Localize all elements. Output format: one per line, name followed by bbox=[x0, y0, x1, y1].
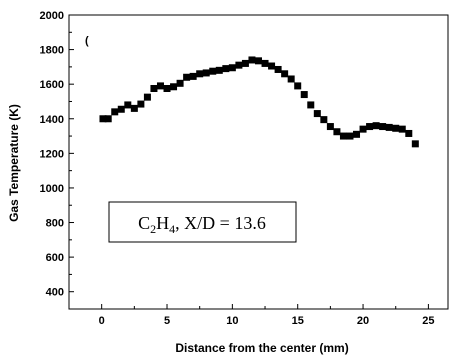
data-point bbox=[104, 115, 112, 123]
data-point bbox=[99, 115, 107, 123]
y-tick-label: 1000 bbox=[40, 183, 64, 195]
data-point bbox=[255, 57, 262, 65]
x-axis-label: Distance from the center (mm) bbox=[175, 341, 348, 355]
data-point bbox=[215, 66, 223, 74]
annotation-subscript: 4 bbox=[169, 222, 175, 236]
annotation-text: C2H4, X/D = 13.6 bbox=[138, 213, 266, 236]
y-tick-label: 1600 bbox=[40, 79, 64, 91]
panel-mark: ( bbox=[85, 35, 89, 47]
data-point bbox=[326, 123, 334, 131]
data-point bbox=[294, 82, 302, 90]
data-point bbox=[183, 73, 191, 81]
data-point bbox=[156, 82, 164, 90]
data-point bbox=[209, 67, 217, 75]
data-point bbox=[143, 93, 151, 101]
annotation-part: C bbox=[138, 213, 150, 233]
data-point bbox=[333, 128, 341, 136]
x-tick-label: 10 bbox=[226, 315, 238, 327]
data-point bbox=[307, 101, 315, 109]
y-tick-label: 1800 bbox=[40, 45, 64, 57]
data-point bbox=[124, 101, 132, 109]
data-point bbox=[163, 85, 171, 92]
annotation-subscript: 2 bbox=[150, 222, 156, 236]
data-point bbox=[392, 124, 400, 132]
data-point bbox=[170, 83, 178, 91]
data-points bbox=[99, 56, 419, 148]
data-point bbox=[366, 123, 374, 131]
data-point bbox=[241, 59, 249, 67]
data-point bbox=[261, 59, 269, 67]
data-point bbox=[248, 56, 256, 64]
y-axis-label: Gas Temperature (K) bbox=[7, 104, 21, 222]
data-point bbox=[320, 116, 328, 124]
data-point bbox=[359, 125, 367, 133]
data-point bbox=[222, 65, 230, 73]
y-tick-label: 1200 bbox=[40, 148, 64, 160]
data-point bbox=[137, 100, 145, 108]
x-tick-label: 20 bbox=[357, 315, 369, 327]
y-tick-label: 800 bbox=[46, 218, 64, 230]
data-point bbox=[235, 61, 243, 69]
annotation-part: , X/D = 13.6 bbox=[175, 213, 266, 233]
y-tick-label: 400 bbox=[46, 287, 64, 299]
data-point bbox=[287, 75, 295, 83]
annotation-box: C2H4, X/D = 13.6 bbox=[108, 201, 297, 243]
data-point bbox=[176, 79, 184, 87]
y-tick-label: 600 bbox=[46, 252, 64, 264]
data-point bbox=[281, 70, 289, 78]
data-point bbox=[398, 125, 406, 133]
y-tick-label: 1400 bbox=[40, 114, 64, 126]
data-point bbox=[385, 123, 393, 131]
data-point bbox=[353, 130, 361, 138]
data-point bbox=[150, 85, 158, 92]
x-tick-label: 5 bbox=[164, 315, 170, 327]
x-tick-label: 25 bbox=[422, 315, 434, 327]
plot-frame bbox=[68, 14, 449, 310]
data-point bbox=[346, 132, 354, 140]
data-point bbox=[228, 64, 236, 72]
y-tick-label: 2000 bbox=[40, 10, 64, 22]
data-point bbox=[196, 70, 204, 78]
data-point bbox=[379, 123, 387, 131]
data-point bbox=[300, 91, 308, 99]
data-point bbox=[274, 65, 282, 73]
data-point bbox=[405, 129, 413, 137]
data-point bbox=[339, 132, 347, 140]
x-tick-label: 15 bbox=[292, 315, 304, 327]
data-point bbox=[268, 62, 276, 70]
data-point bbox=[189, 72, 197, 80]
data-point bbox=[372, 122, 380, 130]
x-tick-label: 0 bbox=[99, 315, 105, 327]
data-point bbox=[111, 108, 119, 116]
data-point bbox=[117, 105, 125, 113]
data-point bbox=[411, 140, 419, 148]
tick-labels: 0 5 10 15 20 25 400 600 800 1000 1200 1400 1600 1800 2… bbox=[40, 10, 435, 327]
annotation-part: H bbox=[156, 213, 169, 233]
data-point bbox=[130, 104, 138, 112]
data-point bbox=[313, 110, 321, 118]
data-point bbox=[202, 69, 210, 77]
